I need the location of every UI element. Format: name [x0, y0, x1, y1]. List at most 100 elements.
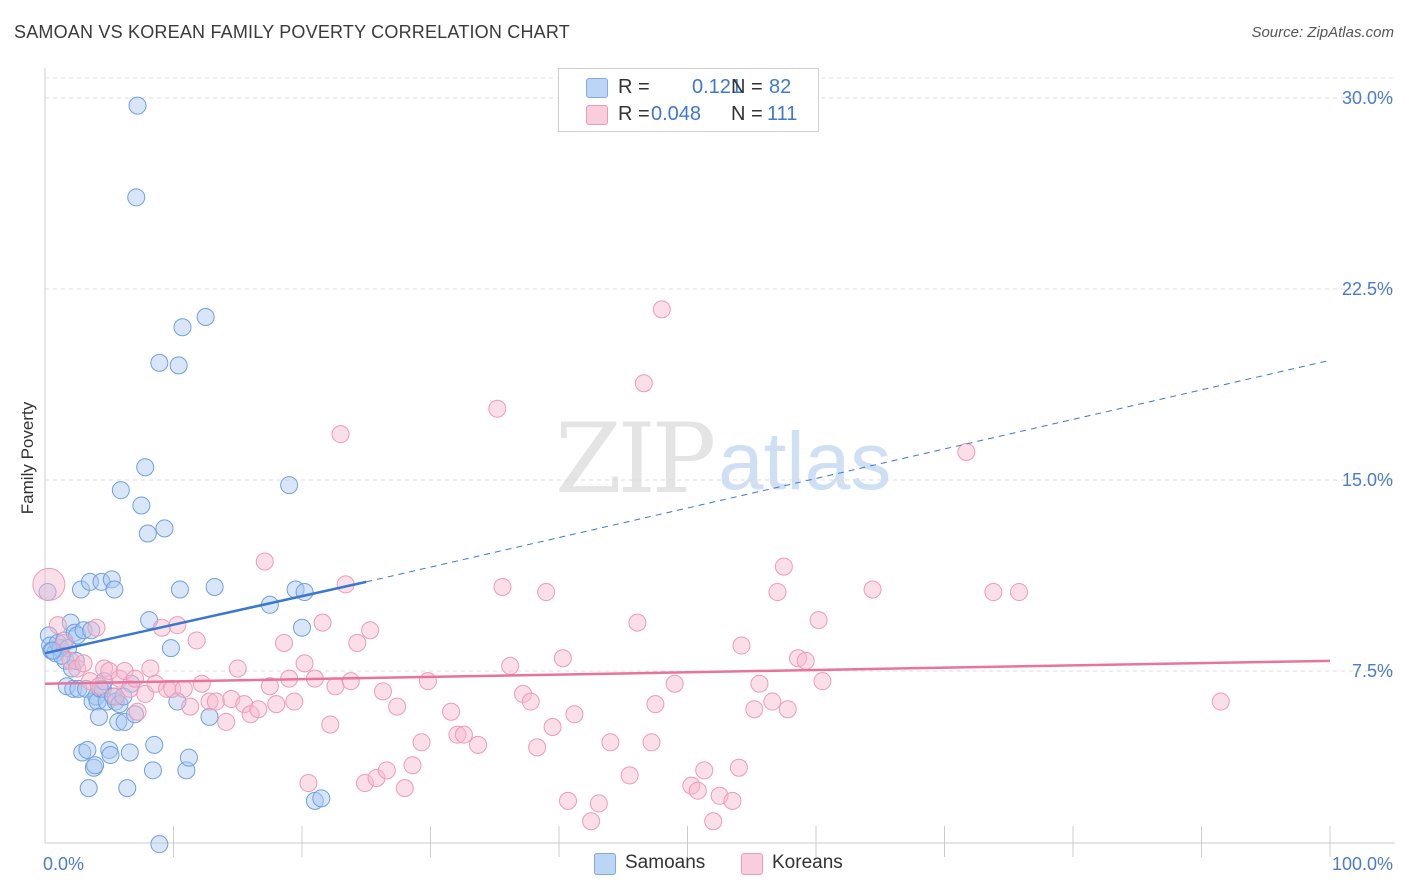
koreans-point — [750, 674, 769, 693]
koreans-point — [249, 700, 268, 719]
samoans-point — [73, 743, 92, 762]
koreans-point — [181, 697, 200, 716]
koreans-point — [763, 692, 782, 711]
koreans-point — [100, 662, 119, 680]
watermark-zip: ZIP — [555, 403, 716, 515]
samoans-point — [128, 96, 147, 115]
koreans-point — [665, 674, 684, 693]
samoans-points — [38, 96, 331, 854]
samoans-point — [78, 740, 97, 759]
koreans-swatch — [586, 105, 608, 125]
samoans-point — [280, 476, 299, 495]
koreans-point — [501, 656, 520, 675]
koreans-point — [813, 672, 832, 691]
koreans-point — [106, 687, 125, 706]
samoans-point — [155, 519, 174, 538]
koreans-point — [723, 791, 742, 810]
koreans-point — [174, 679, 193, 698]
koreans-point — [601, 733, 620, 752]
koreans-point — [418, 672, 437, 691]
koreans-point — [377, 761, 396, 780]
y-tick-label: 22.5% — [1342, 279, 1393, 299]
koreans-point — [200, 692, 219, 711]
koreans-point — [260, 677, 279, 696]
koreans-point — [187, 631, 206, 650]
koreans-point — [115, 662, 134, 680]
koreans-point — [537, 583, 556, 602]
koreans-point — [80, 672, 99, 691]
koreans-point — [493, 577, 512, 596]
koreans-point — [146, 674, 165, 693]
koreans-point — [553, 649, 572, 668]
samoans-point — [173, 318, 192, 337]
koreans-point — [521, 692, 540, 711]
koreans-point — [87, 618, 106, 637]
samoans-point — [109, 712, 128, 731]
koreans-point — [388, 697, 407, 716]
samoans-point — [143, 761, 162, 780]
koreans-point — [275, 633, 294, 652]
koreans-point — [1211, 692, 1230, 711]
legend-r-label: R = — [618, 103, 650, 125]
koreans-legend-swatch — [741, 853, 763, 875]
koreans-point — [454, 725, 473, 744]
legend-row-samoans: R = 0.121 N = 82 — [559, 73, 818, 101]
koreans-point — [32, 567, 66, 601]
stats-legend: R = 0.121 N = 82 R = 0.048 N = 111 — [558, 68, 819, 132]
koreans-point — [688, 781, 707, 800]
koreans-point — [48, 616, 67, 635]
samoans-point — [312, 789, 331, 808]
koreans-point — [95, 659, 114, 678]
koreans-point — [448, 725, 467, 744]
koreans-trend-line — [44, 659, 1331, 685]
samoans-legend-label: Samoans — [625, 852, 706, 873]
koreans-point — [514, 684, 533, 703]
koreans-point — [558, 791, 577, 810]
koreans-legend-label: Koreans — [772, 852, 843, 873]
samoans-point — [205, 577, 224, 596]
koreans-point — [125, 669, 144, 688]
samoans-point — [102, 570, 121, 589]
legend-row-koreans: R = 0.048 N = 111 — [559, 100, 818, 128]
koreans-point — [809, 611, 828, 630]
samoans-trend-line — [44, 580, 367, 655]
koreans-point — [89, 677, 108, 696]
legend-r-value: 0.121 — [692, 76, 743, 98]
legend-n-value: 82 — [769, 76, 792, 98]
koreans-point — [331, 425, 350, 444]
koreans-point — [285, 692, 304, 711]
koreans-point — [796, 651, 815, 670]
koreans-point — [74, 654, 93, 673]
y-tick-label: 7.5% — [1352, 661, 1393, 681]
koreans-point — [745, 700, 764, 719]
samoans-point — [150, 835, 169, 854]
samoans-point — [200, 707, 219, 726]
legend-n-value: 111 — [767, 103, 798, 125]
koreans-point — [403, 756, 422, 775]
koreans-point — [729, 758, 748, 777]
samoans-point — [136, 458, 155, 477]
samoans-point — [169, 356, 188, 375]
legend-r-label: R = — [618, 76, 650, 98]
koreans-point — [565, 705, 584, 724]
koreans-point — [128, 702, 147, 721]
samoans-point — [105, 580, 124, 599]
x-tick-label: 100.0% — [1332, 854, 1393, 874]
koreans-point — [348, 633, 367, 652]
samoans-point — [293, 618, 311, 637]
koreans-point — [295, 654, 314, 673]
koreans-point — [412, 733, 431, 752]
samoans-point — [170, 580, 189, 599]
koreans-point — [582, 812, 601, 831]
samoans-point — [196, 308, 215, 327]
koreans-point — [646, 695, 665, 714]
samoans-point — [115, 712, 134, 731]
samoans-point — [101, 746, 120, 765]
koreans-point — [469, 735, 488, 754]
koreans-point — [313, 613, 332, 632]
samoans-point — [64, 679, 83, 698]
samoans-point — [111, 481, 130, 500]
koreans-point — [395, 779, 414, 798]
samoans-point — [82, 621, 101, 640]
koreans-point — [704, 812, 723, 831]
